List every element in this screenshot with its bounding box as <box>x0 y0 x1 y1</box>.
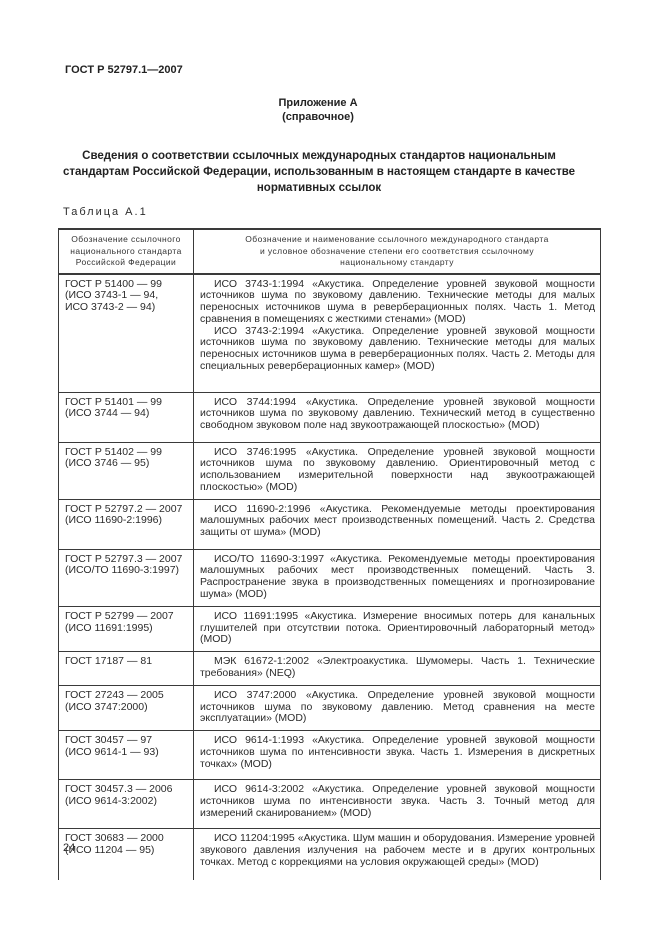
table-row: ГОСТ 30457.3 — 2006 (ИСО 9614-3:2002) ИСО… <box>58 779 601 830</box>
table-row: ГОСТ 30683 — 2000 (ИСО 11204 — 95) ИСО 11… <box>58 828 601 881</box>
national-standard-cell: ГОСТ Р 51401 — 99 (ИСО 3744 — 94) <box>58 391 194 443</box>
standard-description-paragraph: ИСО 3743-1:1994 «Акустика. Определение у… <box>200 277 595 325</box>
header-national-standard: Обозначение ссылочного национального ста… <box>58 229 194 275</box>
international-standard-cell: ИСО 3747:2000 «Акустика. Определение уро… <box>193 684 601 732</box>
international-standard-cell: ИСО 11691:1995 «Акустика. Измерение внос… <box>193 605 601 653</box>
table-row: ГОСТ Р 52797.2 — 2007 (ИСО 11690-2:1996)… <box>58 498 601 550</box>
table-row: ГОСТ Р 52797.3 — 2007 (ИСО/ТО 11690-3:19… <box>58 548 601 607</box>
international-standard-cell: ИСО 3743-1:1994 «Акустика. Определение у… <box>193 273 601 393</box>
appendix-title: Приложение А <box>278 97 358 109</box>
doc-code: ГОСТ Р 52797.1—2007 <box>65 64 183 76</box>
table-row: ГОСТ 27243 — 2005 (ИСО 3747:2000) ИСО 374… <box>58 684 601 732</box>
standard-description-paragraph: ИСО 11690-2:1996 «Акустика. Рекомендуемы… <box>200 502 595 539</box>
page-title: Сведения о соответствии ссылочных междун… <box>62 150 576 194</box>
national-standard-cell: ГОСТ Р 52797.2 — 2007 (ИСО 11690-2:1996) <box>58 498 194 550</box>
international-standard-cell: МЭК 61672-1:2002 «Электроакустика. Шумом… <box>193 651 601 686</box>
appendix-heading: Приложение А (справочное) <box>58 96 578 124</box>
table-row: ГОСТ Р 51402 — 99 (ИСО 3746 — 95) ИСО 374… <box>58 441 601 500</box>
national-standard-cell: ГОСТ 30457.3 — 2006 (ИСО 9614-3:2002) <box>58 779 194 830</box>
standard-description-paragraph: ИСО 9614-1:1993 «Акустика. Определение у… <box>200 734 595 770</box>
national-standard-cell: ГОСТ Р 52797.3 — 2007 (ИСО/ТО 11690-3:19… <box>58 548 194 607</box>
national-standard-cell: ГОСТ 27243 — 2005 (ИСО 3747:2000) <box>58 684 194 732</box>
table-row: ГОСТ Р 51401 — 99 (ИСО 3744 — 94) ИСО 374… <box>58 391 601 443</box>
international-standard-cell: ИСО 3746:1995 «Акустика. Определение уро… <box>193 441 601 500</box>
standard-description-paragraph: МЭК 61672-1:2002 «Электроакустика. Шумом… <box>200 655 595 680</box>
table-body: ГОСТ Р 51400 — 99 (ИСО 3743-1 — 94, ИСО … <box>58 273 601 881</box>
standard-description-paragraph: ИСО 3747:2000 «Акустика. Определение уро… <box>200 688 595 725</box>
international-standard-cell: ИСО 9614-1:1993 «Акустика. Определение у… <box>193 730 601 781</box>
international-standard-cell: ИСО/ТО 11690-3:1997 «Акустика. Рекоменду… <box>193 548 601 607</box>
standard-description-paragraph: ИСО 11691:1995 «Акустика. Измерение внос… <box>200 609 595 646</box>
national-standard-cell: ГОСТ 30457 — 97 (ИСО 9614-1 — 93) <box>58 730 194 781</box>
international-standard-cell: ИСО 3744:1994 «Акустика. Определение уро… <box>193 391 601 443</box>
table-caption: Таблица А.1 <box>63 206 148 218</box>
standard-description-paragraph: ИСО 11204:1995 «Акустика. Шум машин и об… <box>200 832 595 868</box>
standard-description-paragraph: ИСО 3743-2:1994 «Акустика. Определение у… <box>200 324 595 373</box>
standards-correspondence-table: Обозначение ссылочного национального ста… <box>58 228 601 881</box>
national-standard-cell: ГОСТ Р 52799 — 2007 (ИСО 11691:1995) <box>58 605 194 653</box>
national-standard-cell: ГОСТ Р 51400 — 99 (ИСО 3743-1 — 94, ИСО … <box>58 273 194 393</box>
standard-description-paragraph: ИСО 3744:1994 «Акустика. Определение уро… <box>200 395 595 432</box>
page-number: 24 <box>63 842 76 854</box>
international-standard-cell: ИСО 11690-2:1996 «Акустика. Рекомендуемы… <box>193 498 601 550</box>
standard-description-paragraph: ИСО/ТО 11690-3:1997 «Акустика. Рекоменду… <box>200 552 595 601</box>
appendix-kind: (справочное) <box>282 111 354 123</box>
international-standard-cell: ИСО 11204:1995 «Акустика. Шум машин и об… <box>193 828 601 881</box>
national-standard-cell: ГОСТ Р 51402 — 99 (ИСО 3746 — 95) <box>58 441 194 500</box>
national-standard-cell: ГОСТ 30683 — 2000 (ИСО 11204 — 95) <box>58 828 194 881</box>
international-standard-cell: ИСО 9614-3:2002 «Акустика. Определение у… <box>193 779 601 830</box>
table-header: Обозначение ссылочного национального ста… <box>58 229 601 275</box>
table-row: ГОСТ Р 51400 — 99 (ИСО 3743-1 — 94, ИСО … <box>58 273 601 393</box>
table-row: ГОСТ Р 52799 — 2007 (ИСО 11691:1995) ИСО … <box>58 605 601 653</box>
table-row: ГОСТ 30457 — 97 (ИСО 9614-1 — 93) ИСО 961… <box>58 730 601 781</box>
table-row: ГОСТ 17187 — 81 МЭК 61672-1:2002 «Электро… <box>58 651 601 686</box>
national-standard-cell: ГОСТ 17187 — 81 <box>58 651 194 686</box>
standard-description-paragraph: ИСО 9614-3:2002 «Акустика. Определение у… <box>200 783 595 819</box>
standard-description-paragraph: ИСО 3746:1995 «Акустика. Определение уро… <box>200 445 595 493</box>
header-international-standard: Обозначение и наименование ссылочного ме… <box>193 229 601 275</box>
